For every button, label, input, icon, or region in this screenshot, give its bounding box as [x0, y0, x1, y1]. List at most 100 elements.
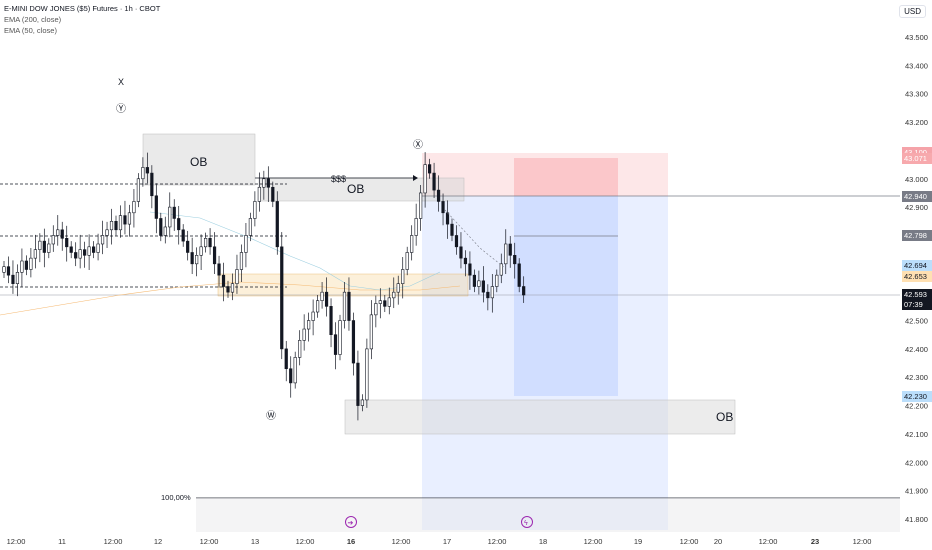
candle-body[interactable]: [374, 303, 378, 316]
candle-body[interactable]: [329, 306, 333, 336]
candle-body[interactable]: [275, 201, 279, 248]
candle-body[interactable]: [257, 186, 261, 202]
candle-body[interactable]: [186, 240, 190, 253]
candle-body[interactable]: [441, 201, 445, 214]
candle-body[interactable]: [244, 235, 248, 253]
candle-body[interactable]: [396, 283, 400, 293]
candle-body[interactable]: [132, 201, 136, 214]
candle-body[interactable]: [459, 246, 463, 259]
candle-body[interactable]: [360, 399, 365, 406]
candle-body[interactable]: [504, 243, 508, 265]
candle-body[interactable]: [60, 229, 64, 239]
candle-body[interactable]: [436, 189, 441, 202]
candle-body[interactable]: [24, 260, 29, 270]
candle-body[interactable]: [150, 172, 154, 197]
candle-body[interactable]: [118, 215, 123, 231]
candle-body[interactable]: [513, 255, 517, 265]
candle-body[interactable]: [51, 235, 55, 245]
candle-body[interactable]: [419, 192, 423, 219]
legend-ema200[interactable]: EMA (200, close): [4, 15, 62, 24]
candle-body[interactable]: [253, 201, 257, 219]
candle-body[interactable]: [432, 172, 436, 191]
candle-body[interactable]: [262, 178, 266, 188]
candle-body[interactable]: [159, 218, 163, 236]
tp-zone[interactable]: [422, 196, 668, 530]
candle-body[interactable]: [163, 226, 167, 236]
event-icon-1[interactable]: [345, 516, 357, 528]
candle-body[interactable]: [92, 246, 96, 253]
candle-body[interactable]: [280, 246, 284, 350]
candle-body[interactable]: [248, 218, 253, 236]
candle-body[interactable]: [217, 263, 221, 276]
candle-body[interactable]: [127, 212, 132, 225]
candle-body[interactable]: [486, 291, 490, 299]
candle-body[interactable]: [65, 238, 69, 248]
candle-body[interactable]: [168, 206, 172, 228]
candle-body[interactable]: [204, 238, 208, 248]
candle-body[interactable]: [69, 246, 73, 253]
candle-body[interactable]: [356, 362, 360, 406]
candle-body[interactable]: [38, 240, 42, 250]
candle-body[interactable]: [298, 340, 302, 358]
candle-body[interactable]: [289, 368, 293, 384]
candle-body[interactable]: [172, 206, 176, 219]
ema-50-line[interactable]: [149, 211, 441, 291]
candle-body[interactable]: [351, 320, 356, 364]
candle-body[interactable]: [477, 280, 481, 287]
candle-body[interactable]: [29, 257, 33, 270]
candle-body[interactable]: [123, 215, 127, 225]
candle-body[interactable]: [47, 243, 51, 253]
candle-body[interactable]: [154, 195, 158, 219]
ema-200-line[interactable]: [0, 281, 461, 316]
candle-body[interactable]: [517, 263, 521, 287]
candle-body[interactable]: [423, 164, 427, 194]
candle-body[interactable]: [450, 223, 454, 236]
legend-ema50[interactable]: EMA (50, close): [4, 26, 57, 35]
candle-body[interactable]: [6, 266, 11, 276]
candle-body[interactable]: [315, 300, 320, 313]
candle-body[interactable]: [405, 252, 409, 270]
ob-box-1[interactable]: [142, 133, 256, 186]
candle-body[interactable]: [468, 263, 472, 276]
candle-body[interactable]: [56, 229, 60, 236]
currency-selector[interactable]: USD: [899, 5, 926, 18]
candle-body[interactable]: [347, 291, 351, 321]
candle-body[interactable]: [410, 235, 414, 253]
candle-body[interactable]: [74, 252, 78, 259]
candle-body[interactable]: [490, 286, 494, 299]
candle-body[interactable]: [78, 249, 82, 259]
candle-body[interactable]: [454, 235, 459, 248]
candle-body[interactable]: [333, 334, 338, 355]
event-icon-2[interactable]: [521, 516, 533, 528]
candle-body[interactable]: [235, 269, 239, 284]
candle-body[interactable]: [2, 266, 6, 273]
candle-body[interactable]: [226, 286, 230, 293]
candle-body[interactable]: [427, 164, 432, 174]
candle-body[interactable]: [338, 320, 342, 355]
candle-body[interactable]: [83, 249, 87, 256]
candle-body[interactable]: [33, 249, 37, 259]
candle-body[interactable]: [324, 291, 329, 307]
candle-body[interactable]: [302, 328, 306, 341]
candle-body[interactable]: [20, 260, 24, 273]
candle-body[interactable]: [42, 240, 46, 253]
candle-body[interactable]: [311, 311, 315, 321]
candle-body[interactable]: [508, 243, 512, 256]
candle-body[interactable]: [96, 243, 100, 253]
candle-body[interactable]: [114, 220, 118, 231]
candle-body[interactable]: [383, 300, 387, 307]
candle-body[interactable]: [141, 167, 145, 180]
candle-body[interactable]: [320, 291, 324, 301]
candle-body[interactable]: [266, 178, 270, 188]
candle-body[interactable]: [472, 274, 477, 287]
candle-body[interactable]: [230, 283, 235, 293]
time-axis[interactable]: 12:00 11 12:00 12 12:00 13 12:00 16 12:00 17 12:00…: [7, 537, 872, 546]
candle-body[interactable]: [208, 238, 212, 248]
candle-body[interactable]: [195, 255, 199, 265]
candle-body[interactable]: [495, 274, 499, 287]
candle-body[interactable]: [145, 167, 149, 174]
candle-body[interactable]: [369, 314, 373, 350]
candle-body[interactable]: [100, 235, 105, 245]
candle-body[interactable]: [109, 220, 114, 231]
